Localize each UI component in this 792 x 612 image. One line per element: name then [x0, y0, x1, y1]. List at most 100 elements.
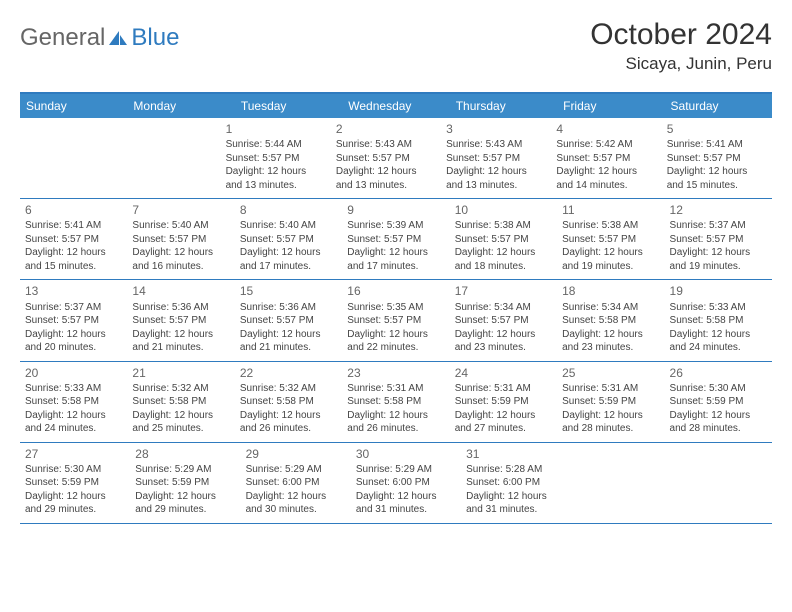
day-cell: 13Sunrise: 5:37 AMSunset: 5:57 PMDayligh… — [20, 280, 127, 360]
day-cell: 12Sunrise: 5:37 AMSunset: 5:57 PMDayligh… — [665, 199, 772, 279]
daylight-line2: and 29 minutes. — [25, 503, 125, 517]
empty-day-cell — [120, 118, 220, 198]
empty-day-cell — [672, 443, 772, 523]
daylight-line2: and 16 minutes. — [132, 260, 229, 274]
weekday-label: Friday — [557, 94, 664, 118]
day-number: 15 — [240, 283, 337, 299]
sunrise-text: Sunrise: 5:29 AM — [135, 463, 235, 477]
day-cell: 10Sunrise: 5:38 AMSunset: 5:57 PMDayligh… — [450, 199, 557, 279]
sunrise-text: Sunrise: 5:43 AM — [336, 138, 436, 152]
sunrise-text: Sunrise: 5:36 AM — [132, 301, 229, 315]
daylight-line2: and 29 minutes. — [135, 503, 235, 517]
daylight-line2: and 15 minutes. — [25, 260, 122, 274]
day-number: 5 — [667, 121, 767, 137]
sunset-text: Sunset: 5:57 PM — [226, 152, 326, 166]
daylight-line2: and 17 minutes. — [347, 260, 444, 274]
daylight-line1: Daylight: 12 hours — [25, 409, 122, 423]
sunrise-text: Sunrise: 5:36 AM — [240, 301, 337, 315]
daylight-line1: Daylight: 12 hours — [25, 246, 122, 260]
weekday-label: Saturday — [665, 94, 772, 118]
day-number: 31 — [466, 446, 566, 462]
sunrise-text: Sunrise: 5:28 AM — [466, 463, 566, 477]
daylight-line2: and 13 minutes. — [336, 179, 436, 193]
empty-day-cell — [20, 118, 120, 198]
daylight-line2: and 15 minutes. — [667, 179, 767, 193]
daylight-line2: and 23 minutes. — [562, 341, 659, 355]
day-cell: 28Sunrise: 5:29 AMSunset: 5:59 PMDayligh… — [130, 443, 240, 523]
day-cell: 18Sunrise: 5:34 AMSunset: 5:58 PMDayligh… — [557, 280, 664, 360]
daylight-line2: and 13 minutes. — [226, 179, 326, 193]
daylight-line1: Daylight: 12 hours — [226, 165, 326, 179]
sunrise-text: Sunrise: 5:33 AM — [670, 301, 767, 315]
empty-day-cell — [571, 443, 671, 523]
sunrise-text: Sunrise: 5:31 AM — [455, 382, 552, 396]
day-cell: 19Sunrise: 5:33 AMSunset: 5:58 PMDayligh… — [665, 280, 772, 360]
day-cell: 25Sunrise: 5:31 AMSunset: 5:59 PMDayligh… — [557, 362, 664, 442]
daylight-line1: Daylight: 12 hours — [347, 328, 444, 342]
sunset-text: Sunset: 5:58 PM — [347, 395, 444, 409]
day-cell: 17Sunrise: 5:34 AMSunset: 5:57 PMDayligh… — [450, 280, 557, 360]
daylight-line1: Daylight: 12 hours — [246, 490, 346, 504]
daylight-line1: Daylight: 12 hours — [556, 165, 656, 179]
sunset-text: Sunset: 5:57 PM — [347, 233, 444, 247]
day-cell: 7Sunrise: 5:40 AMSunset: 5:57 PMDaylight… — [127, 199, 234, 279]
weekday-label: Sunday — [20, 94, 127, 118]
day-cell: 23Sunrise: 5:31 AMSunset: 5:58 PMDayligh… — [342, 362, 449, 442]
day-cell: 2Sunrise: 5:43 AMSunset: 5:57 PMDaylight… — [331, 118, 441, 198]
daylight-line1: Daylight: 12 hours — [667, 165, 767, 179]
sunset-text: Sunset: 5:57 PM — [670, 233, 767, 247]
sunrise-text: Sunrise: 5:40 AM — [240, 219, 337, 233]
sunrise-text: Sunrise: 5:30 AM — [25, 463, 125, 477]
weekday-label: Thursday — [450, 94, 557, 118]
sunset-text: Sunset: 6:00 PM — [466, 476, 566, 490]
daylight-line2: and 20 minutes. — [25, 341, 122, 355]
day-cell: 16Sunrise: 5:35 AMSunset: 5:57 PMDayligh… — [342, 280, 449, 360]
sunset-text: Sunset: 5:57 PM — [446, 152, 546, 166]
day-number: 4 — [556, 121, 656, 137]
day-number: 9 — [347, 202, 444, 218]
sunrise-text: Sunrise: 5:31 AM — [347, 382, 444, 396]
day-number: 21 — [132, 365, 229, 381]
sunset-text: Sunset: 5:58 PM — [240, 395, 337, 409]
daylight-line2: and 25 minutes. — [132, 422, 229, 436]
sunset-text: Sunset: 5:59 PM — [135, 476, 235, 490]
day-number: 7 — [132, 202, 229, 218]
sunrise-text: Sunrise: 5:38 AM — [455, 219, 552, 233]
day-number: 3 — [446, 121, 546, 137]
daylight-line1: Daylight: 12 hours — [670, 328, 767, 342]
daylight-line1: Daylight: 12 hours — [562, 409, 659, 423]
daylight-line1: Daylight: 12 hours — [132, 409, 229, 423]
daylight-line1: Daylight: 12 hours — [347, 246, 444, 260]
daylight-line2: and 14 minutes. — [556, 179, 656, 193]
daylight-line1: Daylight: 12 hours — [25, 490, 125, 504]
sunrise-text: Sunrise: 5:38 AM — [562, 219, 659, 233]
sunset-text: Sunset: 5:58 PM — [562, 314, 659, 328]
daylight-line1: Daylight: 12 hours — [135, 490, 235, 504]
day-cell: 29Sunrise: 5:29 AMSunset: 6:00 PMDayligh… — [241, 443, 351, 523]
daylight-line1: Daylight: 12 hours — [25, 328, 122, 342]
week-row: 1Sunrise: 5:44 AMSunset: 5:57 PMDaylight… — [20, 118, 772, 199]
weekday-label: Monday — [127, 94, 234, 118]
daylight-line2: and 21 minutes. — [240, 341, 337, 355]
sunset-text: Sunset: 5:57 PM — [25, 314, 122, 328]
daylight-line1: Daylight: 12 hours — [240, 409, 337, 423]
daylight-line1: Daylight: 12 hours — [446, 165, 546, 179]
daylight-line1: Daylight: 12 hours — [132, 328, 229, 342]
sunrise-text: Sunrise: 5:39 AM — [347, 219, 444, 233]
sunset-text: Sunset: 5:57 PM — [132, 233, 229, 247]
day-cell: 9Sunrise: 5:39 AMSunset: 5:57 PMDaylight… — [342, 199, 449, 279]
day-number: 10 — [455, 202, 552, 218]
daylight-line2: and 27 minutes. — [455, 422, 552, 436]
day-number: 8 — [240, 202, 337, 218]
day-number: 14 — [132, 283, 229, 299]
weekday-label: Wednesday — [342, 94, 449, 118]
daylight-line1: Daylight: 12 hours — [240, 246, 337, 260]
day-cell: 1Sunrise: 5:44 AMSunset: 5:57 PMDaylight… — [221, 118, 331, 198]
month-title: October 2024 — [590, 18, 772, 52]
daylight-line1: Daylight: 12 hours — [132, 246, 229, 260]
week-row: 13Sunrise: 5:37 AMSunset: 5:57 PMDayligh… — [20, 280, 772, 361]
day-number: 23 — [347, 365, 444, 381]
daylight-line2: and 31 minutes. — [356, 503, 456, 517]
day-number: 11 — [562, 202, 659, 218]
sunset-text: Sunset: 5:57 PM — [240, 314, 337, 328]
